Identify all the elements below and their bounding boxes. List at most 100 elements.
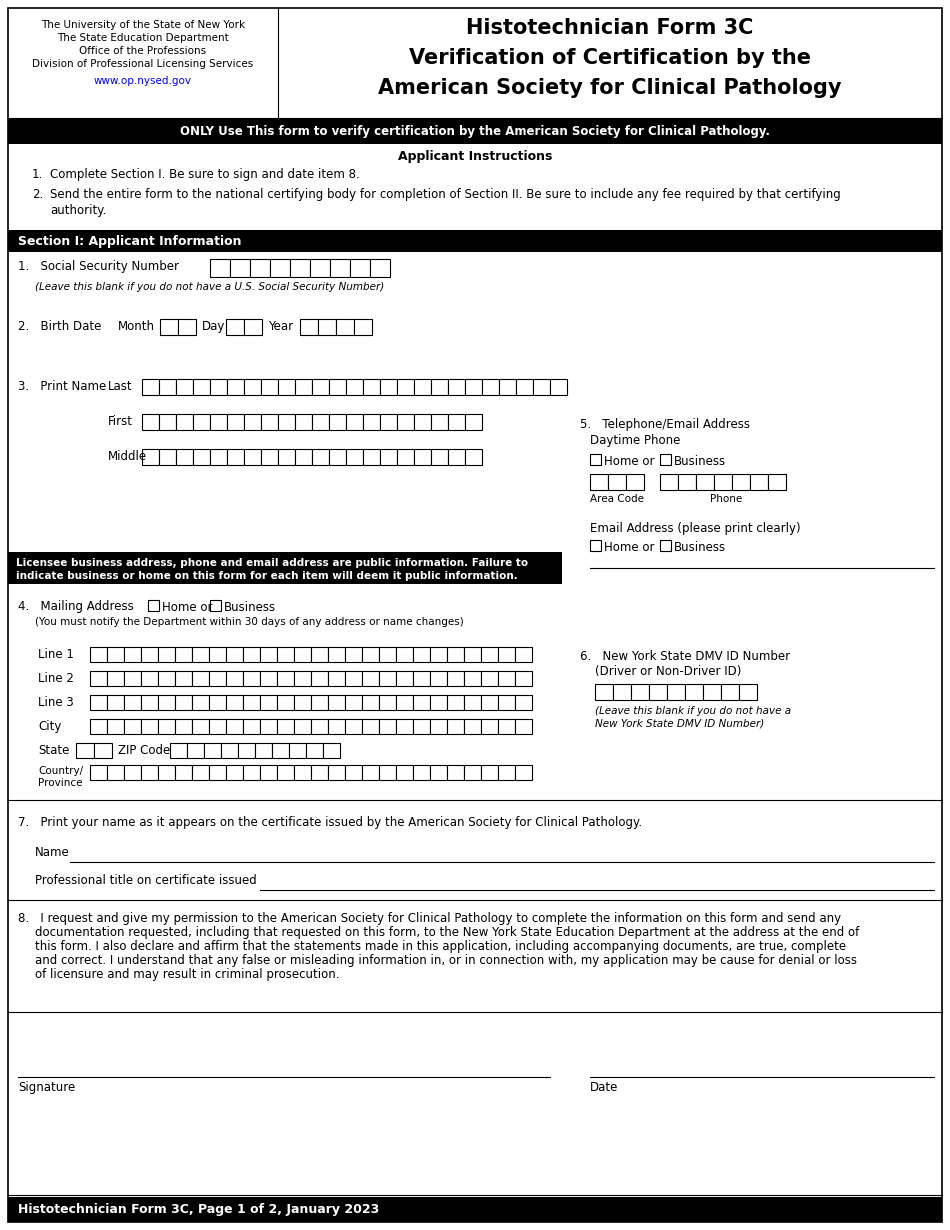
Bar [90, 720, 107, 734]
Bar [379, 720, 396, 734]
Bar [124, 765, 141, 780]
Text: Office of the Professions: Office of the Professions [80, 46, 206, 57]
Bar [176, 415, 193, 430]
Bar [396, 765, 413, 780]
Bar [209, 647, 226, 662]
Text: Country/
Province: Country/ Province [38, 766, 84, 787]
Text: Date: Date [590, 1081, 618, 1093]
Bar [448, 379, 465, 395]
Bar [141, 647, 158, 662]
Text: www.op.nysed.gov: www.op.nysed.gov [94, 76, 192, 86]
Bar [431, 379, 448, 395]
Bar [142, 415, 159, 430]
Bar [192, 647, 209, 662]
Bar [261, 379, 278, 395]
Text: Licensee business address, phone and email address are public information. Failu: Licensee business address, phone and ema… [16, 558, 528, 568]
Bar [295, 379, 312, 395]
Bar [227, 415, 244, 430]
Text: 2.   Birth Date: 2. Birth Date [18, 320, 102, 333]
Bar [210, 260, 230, 277]
Bar [243, 695, 260, 710]
Bar [685, 684, 703, 700]
Bar [226, 720, 243, 734]
Bar [678, 474, 696, 490]
Bar [227, 449, 244, 465]
Bar [260, 720, 277, 734]
Bar [158, 765, 175, 780]
Bar [328, 672, 345, 686]
Bar [590, 474, 608, 490]
Bar [481, 672, 498, 686]
Text: City: City [38, 720, 62, 733]
Text: Daytime Phone: Daytime Phone [590, 434, 680, 446]
Text: Line 2: Line 2 [38, 672, 74, 685]
Bar [210, 415, 227, 430]
Bar [289, 743, 306, 758]
Bar [159, 379, 176, 395]
Bar [193, 449, 210, 465]
Text: Histotechnician Form 3C, Page 1 of 2, January 2023: Histotechnician Form 3C, Page 1 of 2, Ja… [18, 1203, 379, 1216]
Bar [238, 743, 255, 758]
Bar [516, 379, 533, 395]
Bar [346, 449, 363, 465]
Bar [329, 449, 346, 465]
Bar [396, 720, 413, 734]
Bar [141, 672, 158, 686]
Bar [660, 474, 678, 490]
Bar [243, 672, 260, 686]
Bar [278, 415, 295, 430]
Bar [312, 449, 329, 465]
Bar [703, 684, 721, 700]
Text: authority.: authority. [50, 204, 106, 216]
Text: 1.: 1. [32, 169, 44, 181]
Bar [768, 474, 786, 490]
Bar [175, 720, 192, 734]
Text: 2.: 2. [32, 188, 44, 200]
Bar [277, 695, 294, 710]
Bar [310, 260, 330, 277]
Bar [396, 647, 413, 662]
Bar [141, 720, 158, 734]
Bar [362, 720, 379, 734]
Bar [261, 449, 278, 465]
Bar [413, 720, 430, 734]
Bar [431, 415, 448, 430]
Bar [230, 260, 250, 277]
Text: Verification of Certification by the: Verification of Certification by the [409, 48, 811, 68]
Bar [431, 449, 448, 465]
Bar [192, 695, 209, 710]
Bar [430, 720, 447, 734]
Bar [193, 379, 210, 395]
Bar [260, 647, 277, 662]
Bar [329, 379, 346, 395]
Bar [226, 695, 243, 710]
Bar [270, 260, 290, 277]
Bar [244, 415, 261, 430]
Bar [278, 449, 295, 465]
Bar [667, 684, 685, 700]
Bar [294, 672, 311, 686]
Text: 4.   Mailing Address: 4. Mailing Address [18, 600, 134, 613]
Bar [158, 720, 175, 734]
Bar [90, 765, 107, 780]
Bar [379, 647, 396, 662]
Text: indicate business or home on this form for each item will deem it public informa: indicate business or home on this form f… [16, 571, 518, 581]
Bar [379, 765, 396, 780]
Bar [464, 647, 481, 662]
Text: 7.   Print your name as it appears on the certificate issued by the American Soc: 7. Print your name as it appears on the … [18, 815, 642, 829]
Bar [430, 672, 447, 686]
Bar [210, 600, 221, 611]
Bar [210, 449, 227, 465]
Bar [176, 449, 193, 465]
Bar [311, 647, 328, 662]
Bar [311, 672, 328, 686]
Bar [447, 765, 464, 780]
Bar [187, 743, 204, 758]
Bar [210, 379, 227, 395]
Bar [226, 647, 243, 662]
Bar [141, 765, 158, 780]
Bar [739, 684, 757, 700]
Bar [362, 765, 379, 780]
Bar [481, 765, 498, 780]
Bar [124, 672, 141, 686]
